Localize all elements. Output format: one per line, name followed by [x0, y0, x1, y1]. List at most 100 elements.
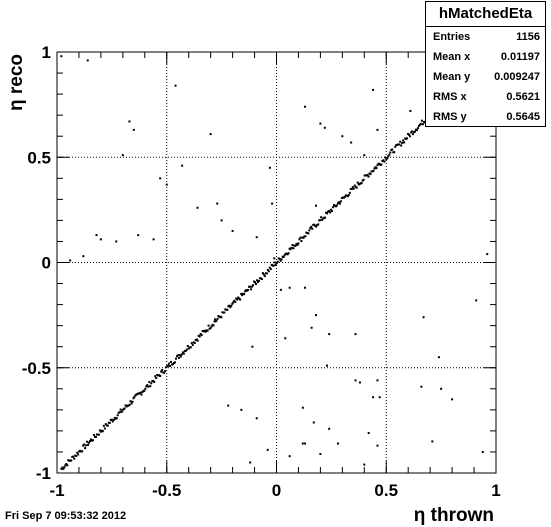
scatter-point [227, 404, 230, 407]
scatter-point [99, 238, 102, 241]
band-point [102, 424, 105, 427]
band-point [269, 267, 272, 270]
scatter-point [181, 164, 184, 167]
band-point [88, 441, 91, 444]
band-point [73, 457, 76, 460]
band-point [254, 283, 257, 286]
stats-row-entries: Entries 1156 [426, 27, 545, 47]
band-point [60, 467, 63, 470]
band-point [231, 302, 234, 305]
band-point [261, 272, 264, 275]
band-point [336, 202, 339, 205]
band-point [275, 262, 278, 265]
band-point [297, 242, 300, 245]
scatter-point [481, 450, 484, 453]
band-point [65, 463, 68, 466]
stats-title: hMatchedEta [426, 2, 545, 27]
band-point [115, 417, 118, 420]
band-point [186, 345, 189, 348]
band-point [339, 200, 342, 203]
band-point [384, 156, 387, 159]
band-point [414, 130, 417, 133]
scatter-point [315, 204, 318, 207]
band-point [421, 123, 424, 126]
band-point [317, 223, 320, 226]
scatter-point [323, 126, 326, 129]
band-point [147, 385, 150, 388]
band-point [260, 278, 263, 281]
scatter-point [216, 202, 219, 205]
band-point [72, 455, 75, 458]
scatter-point [279, 288, 282, 291]
band-point [304, 235, 307, 238]
band-point [273, 261, 276, 264]
band-point [129, 400, 132, 403]
band-point [159, 375, 162, 378]
band-point [280, 258, 283, 261]
band-point [131, 400, 134, 403]
band-point [276, 260, 279, 263]
band-point [267, 270, 270, 273]
band-point [146, 384, 149, 387]
band-point [408, 133, 411, 136]
scatter-point [271, 202, 274, 205]
band-point [62, 467, 65, 470]
band-point [378, 162, 381, 165]
band-point [168, 362, 171, 365]
scatter-point [115, 240, 118, 243]
band-point [268, 266, 271, 269]
band-point [196, 339, 199, 342]
band-point [394, 145, 397, 148]
band-point [170, 360, 173, 363]
band-point [178, 354, 181, 357]
band-point [145, 385, 148, 388]
band-point [167, 364, 170, 367]
band-point [91, 439, 94, 442]
band-point [110, 418, 113, 421]
stats-label: Mean x [433, 51, 471, 63]
scatter-point [319, 122, 322, 125]
band-point [249, 285, 252, 288]
scatter-point [95, 234, 98, 237]
band-point [263, 275, 266, 278]
band-point [200, 334, 203, 337]
band-point [380, 163, 383, 166]
band-point [399, 140, 402, 143]
band-point [176, 354, 179, 357]
band-point [179, 355, 182, 358]
band-point [181, 351, 184, 354]
scatter-point [328, 427, 331, 430]
band-point [243, 293, 246, 296]
scatter-point [354, 333, 357, 336]
band-point [348, 191, 351, 194]
x-tick-label: -1 [49, 481, 64, 500]
band-point [206, 329, 209, 332]
band-point [106, 424, 109, 427]
band-point [108, 421, 111, 424]
scatter-point [255, 236, 258, 239]
band-point [237, 296, 240, 299]
x-tick-label: 0.5 [374, 481, 398, 500]
band-point [229, 306, 232, 309]
band-point [139, 391, 142, 394]
band-point [182, 352, 185, 355]
axis-ticks [56, 51, 497, 474]
band-point [90, 438, 93, 441]
band-point [154, 375, 157, 378]
band-point [330, 208, 333, 211]
band-point [389, 151, 392, 154]
band-point [279, 259, 282, 262]
scatter-point [409, 109, 412, 112]
scatter-point [255, 417, 258, 420]
band-point [169, 365, 172, 368]
scatter-point [358, 381, 361, 384]
band-point [132, 397, 135, 400]
band-point [232, 301, 235, 304]
band-point [362, 178, 365, 181]
scatter-point [137, 234, 140, 237]
band-point [278, 258, 281, 261]
stats-row-mean-y: Mean y 0.009247 [426, 67, 545, 87]
scatter-point [301, 442, 304, 445]
band-point [286, 253, 289, 256]
